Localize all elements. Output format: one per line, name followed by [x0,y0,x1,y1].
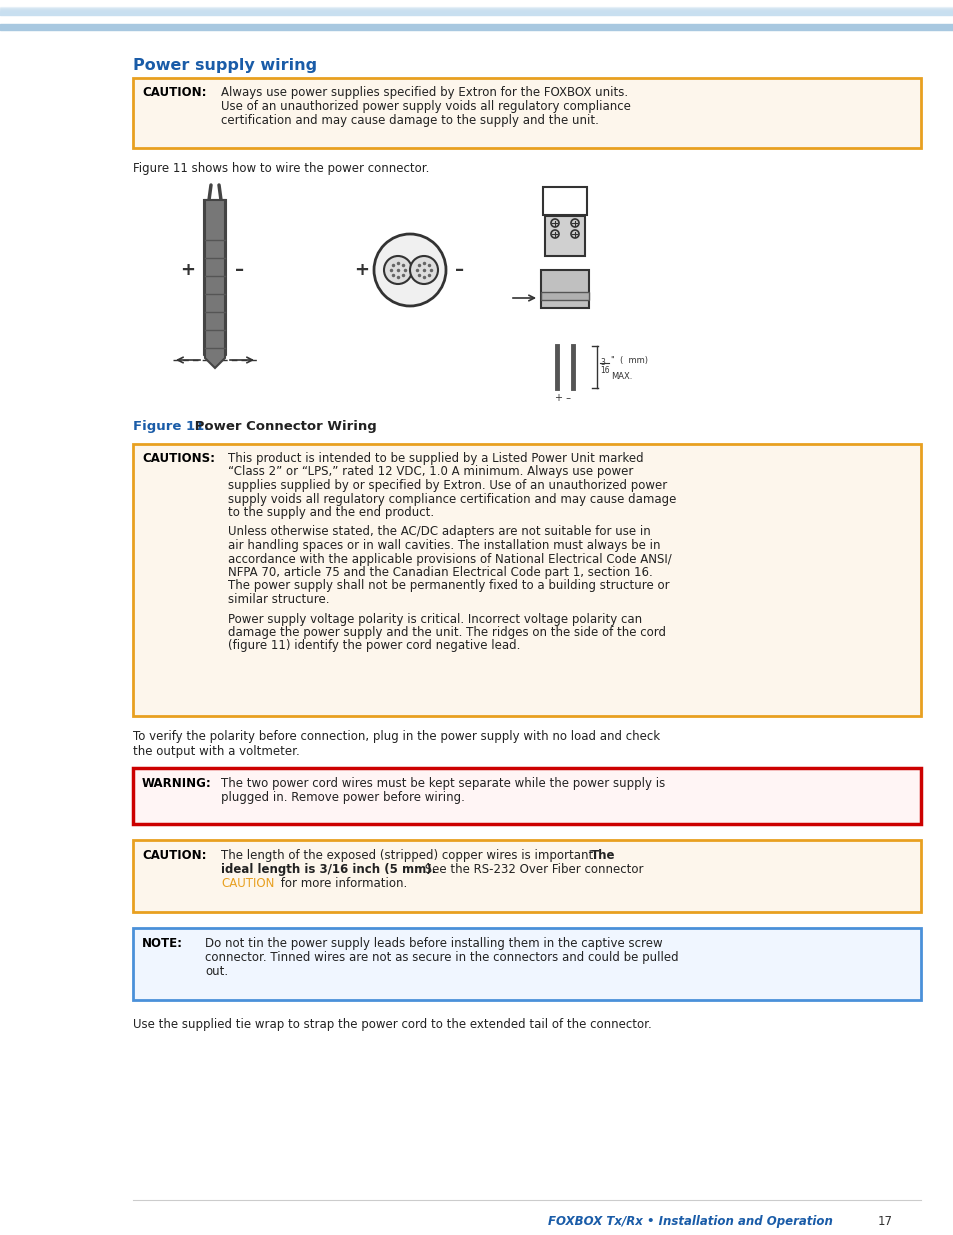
Text: connector. Tinned wires are not as secure in the connectors and could be pulled: connector. Tinned wires are not as secur… [205,951,678,965]
Text: Power supply wiring: Power supply wiring [132,58,316,73]
Text: for more information.: for more information. [276,877,407,890]
Text: This product is intended to be supplied by a Listed Power Unit marked: This product is intended to be supplied … [228,452,643,466]
Bar [540,291,588,300]
Text: The: The [590,848,615,862]
Text: +: + [180,261,194,279]
Text: supplies supplied by or specified by Extron. Use of an unauthorized power: supplies supplied by or specified by Ext… [228,479,666,492]
Text: ideal length is 3/16 inch (5 mm).: ideal length is 3/16 inch (5 mm). [221,863,436,876]
Text: Do not tin the power supply leads before installing them in the captive screw: Do not tin the power supply leads before… [205,937,662,950]
Text: FOXBOX Tx/Rx • Installation and Operation: FOXBOX Tx/Rx • Installation and Operatio… [547,1215,832,1228]
Text: +: + [354,261,369,279]
Circle shape [384,256,412,284]
Bar [132,768,920,824]
Text: 16: 16 [599,366,609,375]
Text: See the RS-232 Over Fiber connector: See the RS-232 Over Fiber connector [420,863,643,876]
Text: 3: 3 [599,358,604,367]
Text: –: – [234,261,244,279]
Text: The power supply shall not be permanently fixed to a building structure or: The power supply shall not be permanentl… [228,579,669,593]
Text: Use of an unauthorized power supply voids all regulatory compliance: Use of an unauthorized power supply void… [221,100,630,112]
Text: air handling spaces or in wall cavities. The installation must always be in: air handling spaces or in wall cavities.… [228,538,659,552]
Text: damage the power supply and the unit. The ridges on the side of the cord: damage the power supply and the unit. Th… [228,626,665,638]
Text: certification and may cause damage to the supply and the unit.: certification and may cause damage to th… [221,114,598,127]
Text: to the supply and the end product.: to the supply and the end product. [228,506,434,519]
Text: To verify the polarity before connection, plug in the power supply with no load : To verify the polarity before connection… [132,730,659,743]
Text: Figure 11 shows how to wire the power connector.: Figure 11 shows how to wire the power co… [132,162,429,175]
Bar [542,186,586,215]
Bar [132,840,920,911]
Text: CAUTION:: CAUTION: [142,86,206,99]
Text: NFPA 70, article 75 and the Canadian Electrical Code part 1, section 16.: NFPA 70, article 75 and the Canadian Ele… [228,566,652,579]
Text: –: – [455,261,464,279]
Text: Figure 11.: Figure 11. [132,420,209,433]
Text: The length of the exposed (stripped) copper wires is important.: The length of the exposed (stripped) cop… [221,848,600,862]
Text: out.: out. [205,965,228,978]
Text: MAX.: MAX. [610,372,632,382]
Text: accordance with the applicable provisions of National Electrical Code ANSI/: accordance with the applicable provision… [228,552,671,566]
Text: +: + [551,207,558,217]
Circle shape [410,256,437,284]
Text: Unless otherwise stated, the AC/DC adapters are not suitable for use in: Unless otherwise stated, the AC/DC adapt… [228,526,650,538]
Text: 17: 17 [877,1215,892,1228]
Text: The two power cord wires must be kept separate while the power supply is: The two power cord wires must be kept se… [221,777,664,790]
Polygon shape [204,200,226,366]
Circle shape [374,233,446,306]
Bar [540,270,588,308]
Bar [0,23,953,30]
Polygon shape [205,200,225,368]
Text: WARNING:: WARNING: [142,777,212,790]
Text: –: – [567,207,572,217]
Text: "  (  mm): " ( mm) [610,357,647,366]
Text: Use the supplied tie wrap to strap the power cord to the extended tail of the co: Use the supplied tie wrap to strap the p… [132,1018,651,1031]
Text: CAUTION: CAUTION [221,877,274,890]
Text: the output with a voltmeter.: the output with a voltmeter. [132,745,299,758]
Text: CAUTIONS:: CAUTIONS: [142,452,214,466]
Text: CAUTION:: CAUTION: [142,848,206,862]
Text: supply voids all regulatory compliance certification and may cause damage: supply voids all regulatory compliance c… [228,493,676,505]
Text: + –: + – [555,393,571,403]
Text: similar structure.: similar structure. [228,593,329,606]
Text: plugged in. Remove power before wiring.: plugged in. Remove power before wiring. [221,790,464,804]
Bar [132,78,920,148]
Text: Power Connector Wiring: Power Connector Wiring [190,420,376,433]
Text: (figure 11) identify the power cord negative lead.: (figure 11) identify the power cord nega… [228,640,519,652]
Bar [544,216,584,256]
Text: “Class 2” or “LPS,” rated 12 VDC, 1.0 A minimum. Always use power: “Class 2” or “LPS,” rated 12 VDC, 1.0 A … [228,466,633,478]
Text: Always use power supplies specified by Extron for the FOXBOX units.: Always use power supplies specified by E… [221,86,627,99]
Text: Power supply voltage polarity is critical. Incorrect voltage polarity can: Power supply voltage polarity is critica… [228,613,641,625]
Bar [132,927,920,1000]
Text: NOTE:: NOTE: [142,937,183,950]
Bar [132,445,920,716]
